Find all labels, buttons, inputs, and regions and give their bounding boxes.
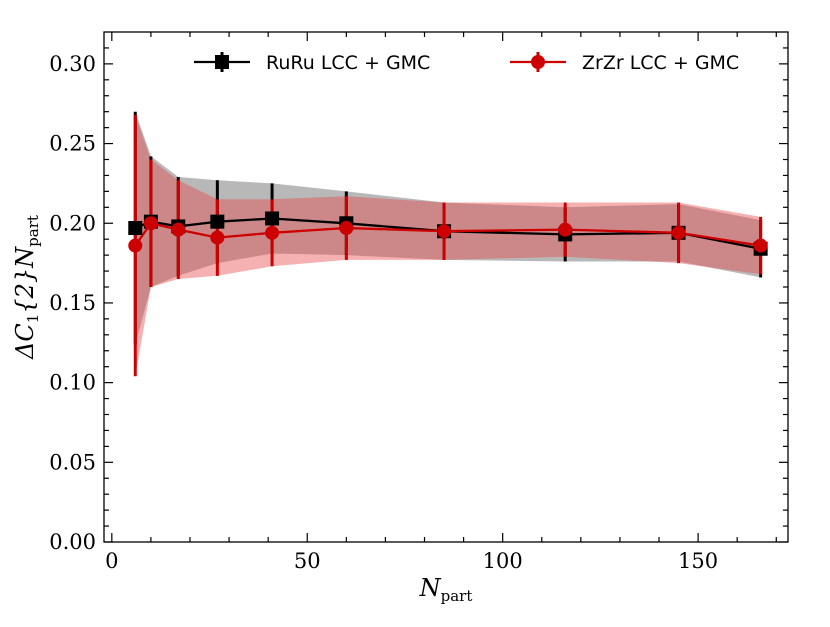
legend-marker-series-2 [531, 55, 545, 69]
y-tick-label-5: 0.25 [49, 132, 96, 156]
marker-series-2-point-9 [671, 225, 686, 240]
y-axis-title-part2: {2}N [11, 246, 39, 314]
error-band-series-2 [135, 114, 761, 377]
y-axis-title: ΔC1{2}Npart [11, 215, 42, 360]
legend-marker-series-1 [215, 55, 229, 69]
y-tick-label-1: 0.05 [49, 450, 96, 474]
series-line-2 [134, 222, 761, 247]
x-axis-title: Npart [419, 574, 473, 605]
marker-series-2-point-3 [171, 222, 186, 237]
x-tick-label-0: 0 [105, 549, 118, 573]
y-axis-title-subscript2: part [24, 215, 42, 247]
y-tick-label-0: 0.00 [49, 530, 96, 554]
marker-series-2-point-4 [210, 230, 225, 245]
marker-series-2-point-6 [339, 221, 354, 236]
marker-series-2-point-1 [128, 238, 143, 253]
x-tick-label-1: 50 [294, 549, 321, 573]
axis-ticks: 0 50 100 150 0.00 0.05 0.10 0.15 0.20 0.25 0.30 [49, 32, 788, 573]
plot-frame [103, 31, 789, 543]
legend: RuRu LCC + GMC ZrZr LCC + GMC [194, 52, 739, 74]
legend-label-series-2: ZrZr LCC + GMC [582, 52, 739, 74]
series-line-1 [134, 217, 761, 250]
marker-series-2-point-2 [143, 216, 158, 231]
marker-series-2-point-8 [558, 222, 573, 237]
y-axis-title-part1: ΔC [11, 323, 39, 360]
marker-series-2-point-7 [437, 224, 452, 239]
x-axis-title-main: N [419, 574, 442, 602]
y-tick-label-3: 0.15 [49, 291, 96, 315]
legend-label-series-1: RuRu LCC + GMC [266, 52, 430, 74]
y-tick-label-6: 0.30 [49, 52, 96, 76]
series-lines [134, 217, 761, 250]
error-bands [135, 111, 761, 377]
data-markers [128, 211, 768, 256]
y-tick-label-2: 0.10 [49, 371, 96, 395]
x-tick-label-2: 100 [483, 549, 523, 573]
x-tick-label-3: 150 [678, 549, 718, 573]
x-axis-title-subscript: part [441, 587, 473, 605]
marker-series-2-point-10 [753, 238, 768, 253]
y-axis-title-subscript1: 1 [24, 314, 42, 324]
marker-series-1-point-5 [265, 211, 280, 226]
marker-series-1-point-4 [210, 214, 225, 229]
marker-series-2-point-5 [265, 225, 280, 240]
marker-series-1-point-1 [128, 221, 143, 236]
y-tick-label-4: 0.20 [49, 211, 96, 235]
